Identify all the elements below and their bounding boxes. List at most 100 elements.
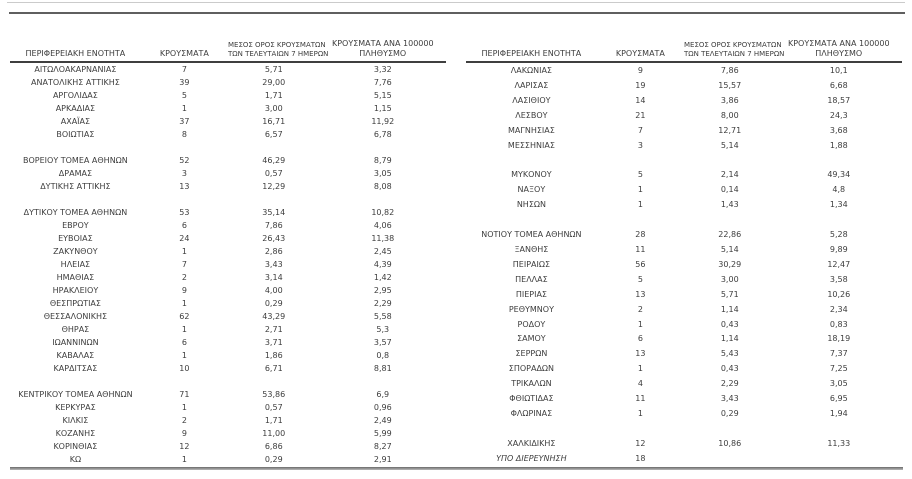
avg7-value: 5,43	[720, 349, 739, 359]
per100k-value: 3,32	[373, 65, 392, 74]
cases-value: 1	[637, 200, 643, 210]
cases-value: 24	[179, 234, 190, 243]
avg7-value: 3,14	[264, 273, 283, 282]
avg7-value: 2,14	[720, 170, 739, 180]
region-name: ΗΛΕΙΑΣ	[60, 260, 91, 269]
cases-value: 1	[181, 325, 187, 334]
cases-value: 12	[179, 442, 190, 451]
table-row: ΚΑΒΑΛΑΣ 1 1,86 0,8	[10, 349, 446, 362]
avg7-value: 53,86	[262, 390, 286, 399]
cases-value: 3	[181, 169, 187, 178]
per100k-value: 1,94	[829, 408, 848, 418]
region-name: ΝΟΤΙΟΥ ΤΟΜΕΑ ΑΘΗΝΩΝ	[481, 230, 582, 240]
avg7-value: 0,43	[720, 319, 739, 329]
avg7-value: 35,14	[262, 208, 286, 217]
per100k-value: 2,95	[373, 286, 392, 295]
table-row: ΡΟΔΟΥ 1 0,43 0,83	[466, 317, 902, 332]
table-row: ΣΠΟΡΑΔΩΝ 1 0,43 7,25	[466, 361, 902, 376]
avg7-value: 0,57	[264, 169, 283, 178]
per100k-value: 1,15	[373, 104, 392, 113]
col-header-per100k-line1: ΚΡΟΥΣΜΑΤΑ ΑΝΑ 100000	[331, 39, 434, 48]
per100k-value: 3,68	[829, 125, 848, 135]
region-name: ΑΙΤΩΛΟΑΚΑΡΝΑΝΙΑΣ	[34, 65, 117, 74]
cases-value: 1	[181, 247, 187, 256]
empty-cell	[228, 141, 320, 154]
table-row: ΡΕΘΥΜΝΟΥ 2 1,14 2,34	[466, 302, 902, 317]
table-row: ΘΕΣΠΡΩΤΙΑΣ 1 0,29 2,29	[10, 297, 446, 310]
avg7-value: 5,71	[720, 289, 739, 299]
cases-value: 6	[181, 338, 187, 347]
avg7-value: 1,14	[720, 304, 739, 314]
table-row: ΝΗΣΩΝ 1 1,43 1,34	[466, 197, 902, 212]
col-header-avg7-line1: ΜΕΣΟΣ ΟΡΟΣ ΚΡΟΥΣΜΑΤΩΝ	[227, 41, 326, 49]
per100k-value: 10,82	[371, 208, 395, 217]
cases-value: 1	[637, 408, 643, 418]
avg7-value: 29,00	[262, 78, 286, 87]
table-row: ΗΜΑΘΙΑΣ 2 3,14 1,42	[10, 271, 446, 284]
cases-value: 9	[181, 429, 187, 438]
cases-value: 18	[635, 453, 646, 463]
region-name: ΒΟΙΩΤΙΑΣ	[56, 130, 95, 139]
cases-value: 5	[637, 274, 643, 284]
table-row: ΣΑΜΟΥ 6 1,14 18,19	[466, 331, 902, 346]
region-name: ΒΟΡΕΙΟΥ ΤΟΜΕΑ ΑΘΗΝΩΝ	[23, 156, 128, 165]
per100k-value: 49,34	[827, 170, 851, 180]
col-header-per100k: ΚΡΟΥΣΜΑΤΑ ΑΝΑ 100000 ΠΛΗΘΥΣΜΟ	[319, 31, 446, 63]
col-header-per100k-line2: ΠΛΗΘΥΣΜΟ	[815, 48, 863, 58]
table-row: ΔΥΤΙΚΟΥ ΤΟΜΕΑ ΑΘΗΝΩΝ 53 35,14 10,82	[10, 206, 446, 219]
avg7-value: 1,71	[264, 91, 283, 100]
region-name: ΣΕΡΡΩΝ	[515, 349, 548, 359]
per100k-value: 4,8	[832, 185, 846, 195]
region-name: ΗΡΑΚΛΕΙΟΥ	[52, 286, 99, 295]
col-header-avg7-line2: ΤΩΝ ΤΕΛΕΥΤΑΙΩΝ 7 ΗΜΕΡΩΝ	[683, 49, 785, 58]
avg7-value	[684, 451, 776, 466]
avg7-value: 1,14	[720, 334, 739, 344]
avg7-value: 12,29	[262, 182, 286, 191]
avg7-value: 22,86	[718, 230, 742, 240]
table-row: ΚΟΖΑΝΗΣ 9 11,00 5,99	[10, 427, 446, 440]
table-row: ΔΥΤΙΚΗΣ ΑΤΤΙΚΗΣ 13 12,29 8,08	[10, 180, 446, 193]
cases-value: 7	[181, 260, 187, 269]
empty-cell	[10, 141, 141, 154]
table-row: ΔΡΑΜΑΣ 3 0,57 3,05	[10, 167, 446, 180]
empty-cell	[320, 375, 446, 388]
region-name: ΔΡΑΜΑΣ	[58, 169, 92, 178]
avg7-value: 8,00	[720, 110, 739, 120]
avg7-value: 0,29	[264, 299, 283, 308]
per100k-value: 3,05	[373, 169, 392, 178]
avg7-value: 10,86	[718, 438, 742, 448]
avg7-value: 2,71	[264, 325, 283, 334]
cases-value: 3	[637, 140, 643, 150]
top-rule	[9, 12, 905, 14]
empty-cell	[141, 141, 228, 154]
region-name: ΜΕΣΣΗΝΙΑΣ	[507, 140, 555, 150]
empty-cell	[684, 153, 776, 168]
region-name: ΝΗΣΩΝ	[516, 200, 546, 210]
avg7-value: 15,57	[718, 81, 742, 91]
avg7-value: 3,43	[264, 260, 283, 269]
cases-value: 4	[637, 379, 643, 389]
cases-value: 2	[181, 273, 187, 282]
cases-value: 19	[635, 81, 646, 91]
empty-cell	[776, 212, 902, 227]
empty-cell	[776, 421, 902, 436]
avg7-value: 5,14	[720, 140, 739, 150]
region-name: ΡΕΘΥΜΝΟΥ	[508, 304, 554, 314]
empty-cell	[597, 212, 684, 227]
region-name: ΛΑΡΙΣΑΣ	[514, 81, 549, 91]
cases-value: 9	[637, 66, 643, 76]
region-name: ΜΑΓΝΗΣΙΑΣ	[508, 125, 555, 135]
region-name: ΕΥΒΟΙΑΣ	[58, 234, 93, 243]
table-row: ΣΕΡΡΩΝ 13 5,43 7,37	[466, 346, 902, 361]
cases-value: 13	[635, 289, 646, 299]
per100k-value: 6,78	[373, 130, 392, 139]
region-name: ΦΛΩΡΙΝΑΣ	[510, 408, 553, 418]
cases-value: 1	[637, 185, 643, 195]
empty-cell	[320, 193, 446, 206]
avg7-value: 16,71	[262, 117, 286, 126]
table-row: ΖΑΚΥΝΘΟΥ 1 2,86 2,45	[10, 245, 446, 258]
region-name: ΣΑΜΟΥ	[517, 334, 546, 344]
cases-value: 39	[179, 78, 190, 87]
avg7-value: 0,43	[720, 364, 739, 374]
per100k-value: 8,08	[373, 182, 392, 191]
